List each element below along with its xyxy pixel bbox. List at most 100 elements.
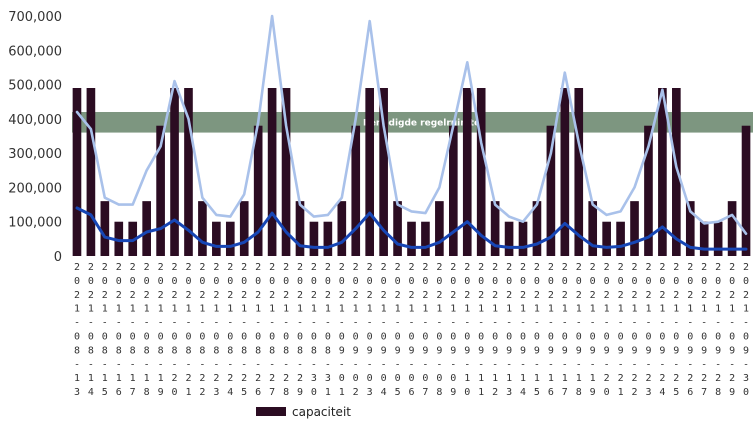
svg-text:2: 2 — [227, 290, 233, 301]
svg-text:0: 0 — [520, 332, 526, 343]
svg-text:0: 0 — [130, 276, 136, 287]
svg-text:9: 9 — [381, 345, 387, 356]
svg-text:-: - — [590, 359, 596, 370]
svg-text:1: 1 — [227, 304, 233, 315]
svg-text:2: 2 — [339, 290, 345, 301]
svg-text:1: 1 — [269, 304, 275, 315]
svg-text:0: 0 — [450, 332, 456, 343]
bar — [630, 201, 639, 256]
svg-text:2: 2 — [74, 262, 80, 273]
svg-text:2: 2 — [506, 262, 512, 273]
svg-text:2: 2 — [241, 373, 247, 384]
svg-text:-: - — [534, 318, 540, 329]
svg-text:-: - — [520, 359, 526, 370]
svg-text:-: - — [88, 359, 94, 370]
x-tick-label: 2 0 2 1 - 0 9 - 0 1 — [339, 262, 345, 398]
svg-text:-: - — [241, 318, 247, 329]
svg-text:2: 2 — [687, 373, 693, 384]
svg-text:8: 8 — [130, 345, 136, 356]
svg-text:2: 2 — [659, 290, 665, 301]
svg-text:2: 2 — [520, 290, 526, 301]
svg-text:-: - — [367, 359, 373, 370]
svg-text:9: 9 — [576, 345, 582, 356]
bar — [142, 201, 151, 256]
svg-text:-: - — [353, 318, 359, 329]
svg-text:-: - — [492, 318, 498, 329]
svg-text:0: 0 — [604, 387, 610, 398]
svg-text:2: 2 — [102, 290, 108, 301]
svg-text:8: 8 — [576, 387, 582, 398]
svg-text:3: 3 — [506, 387, 512, 398]
svg-text:0: 0 — [116, 276, 122, 287]
svg-text:0: 0 — [339, 373, 345, 384]
svg-text:1: 1 — [144, 373, 150, 384]
svg-text:0: 0 — [353, 373, 359, 384]
svg-text:7: 7 — [130, 387, 136, 398]
svg-text:2: 2 — [367, 290, 373, 301]
line-series-dark — [75, 206, 748, 251]
y-tick-label: 600,000 — [8, 44, 62, 59]
bar — [72, 88, 82, 256]
svg-text:-: - — [659, 359, 665, 370]
svg-text:9: 9 — [478, 345, 484, 356]
svg-text:2: 2 — [562, 262, 568, 273]
x-tick-label: 2 0 2 1 - 0 8 - 3 1 — [325, 262, 331, 398]
svg-text:1: 1 — [464, 304, 470, 315]
svg-text:-: - — [687, 359, 693, 370]
svg-text:-: - — [311, 318, 317, 329]
svg-text:7: 7 — [422, 387, 428, 398]
svg-text:2: 2 — [171, 373, 177, 384]
x-tick-label: 2 0 2 1 - 0 9 - 2 0 — [604, 262, 610, 398]
bar — [616, 221, 625, 256]
svg-text:0: 0 — [199, 276, 205, 287]
svg-text:1: 1 — [185, 387, 191, 398]
svg-text:0: 0 — [478, 332, 484, 343]
svg-text:2: 2 — [199, 290, 205, 301]
svg-text:1: 1 — [534, 373, 540, 384]
svg-text:0: 0 — [102, 276, 108, 287]
svg-text:1: 1 — [367, 304, 373, 315]
x-tick-label: 2 0 2 1 - 0 8 - 2 0 — [171, 262, 177, 398]
svg-text:1: 1 — [478, 387, 484, 398]
svg-text:-: - — [353, 359, 359, 370]
svg-text:2: 2 — [213, 290, 219, 301]
bar — [518, 221, 528, 256]
svg-text:0: 0 — [631, 332, 637, 343]
svg-text:0: 0 — [171, 332, 177, 343]
svg-text:1: 1 — [673, 304, 679, 315]
bar — [295, 201, 305, 256]
svg-text:0: 0 — [227, 332, 233, 343]
svg-text:-: - — [562, 359, 568, 370]
svg-text:5: 5 — [673, 387, 679, 398]
x-tick-label: 2 0 2 1 - 0 8 - 2 9 — [297, 262, 303, 398]
svg-text:8: 8 — [436, 387, 442, 398]
svg-text:9: 9 — [743, 345, 749, 356]
svg-text:9: 9 — [450, 345, 456, 356]
svg-text:0: 0 — [450, 276, 456, 287]
svg-text:0: 0 — [255, 276, 261, 287]
svg-text:1: 1 — [478, 304, 484, 315]
svg-text:-: - — [422, 359, 428, 370]
svg-text:4: 4 — [520, 387, 526, 398]
svg-text:0: 0 — [116, 332, 122, 343]
svg-text:-: - — [687, 318, 693, 329]
svg-text:9: 9 — [534, 345, 540, 356]
svg-text:2: 2 — [520, 262, 526, 273]
x-tick-label: 2 0 2 1 - 0 9 - 2 9 — [729, 262, 735, 398]
x-tick-label: 2 0 2 1 - 0 9 - 0 2 — [353, 262, 359, 398]
svg-text:2: 2 — [395, 262, 401, 273]
svg-text:1: 1 — [88, 373, 94, 384]
svg-text:0: 0 — [213, 276, 219, 287]
svg-text:0: 0 — [241, 332, 247, 343]
svg-text:9: 9 — [339, 345, 345, 356]
svg-text:0: 0 — [255, 332, 261, 343]
svg-text:1: 1 — [158, 373, 164, 384]
svg-text:-: - — [492, 359, 498, 370]
svg-text:2: 2 — [116, 290, 122, 301]
bar — [170, 88, 179, 256]
svg-text:0: 0 — [102, 332, 108, 343]
svg-text:8: 8 — [715, 387, 721, 398]
svg-text:-: - — [743, 359, 749, 370]
bar — [435, 201, 444, 256]
svg-text:0: 0 — [562, 332, 568, 343]
